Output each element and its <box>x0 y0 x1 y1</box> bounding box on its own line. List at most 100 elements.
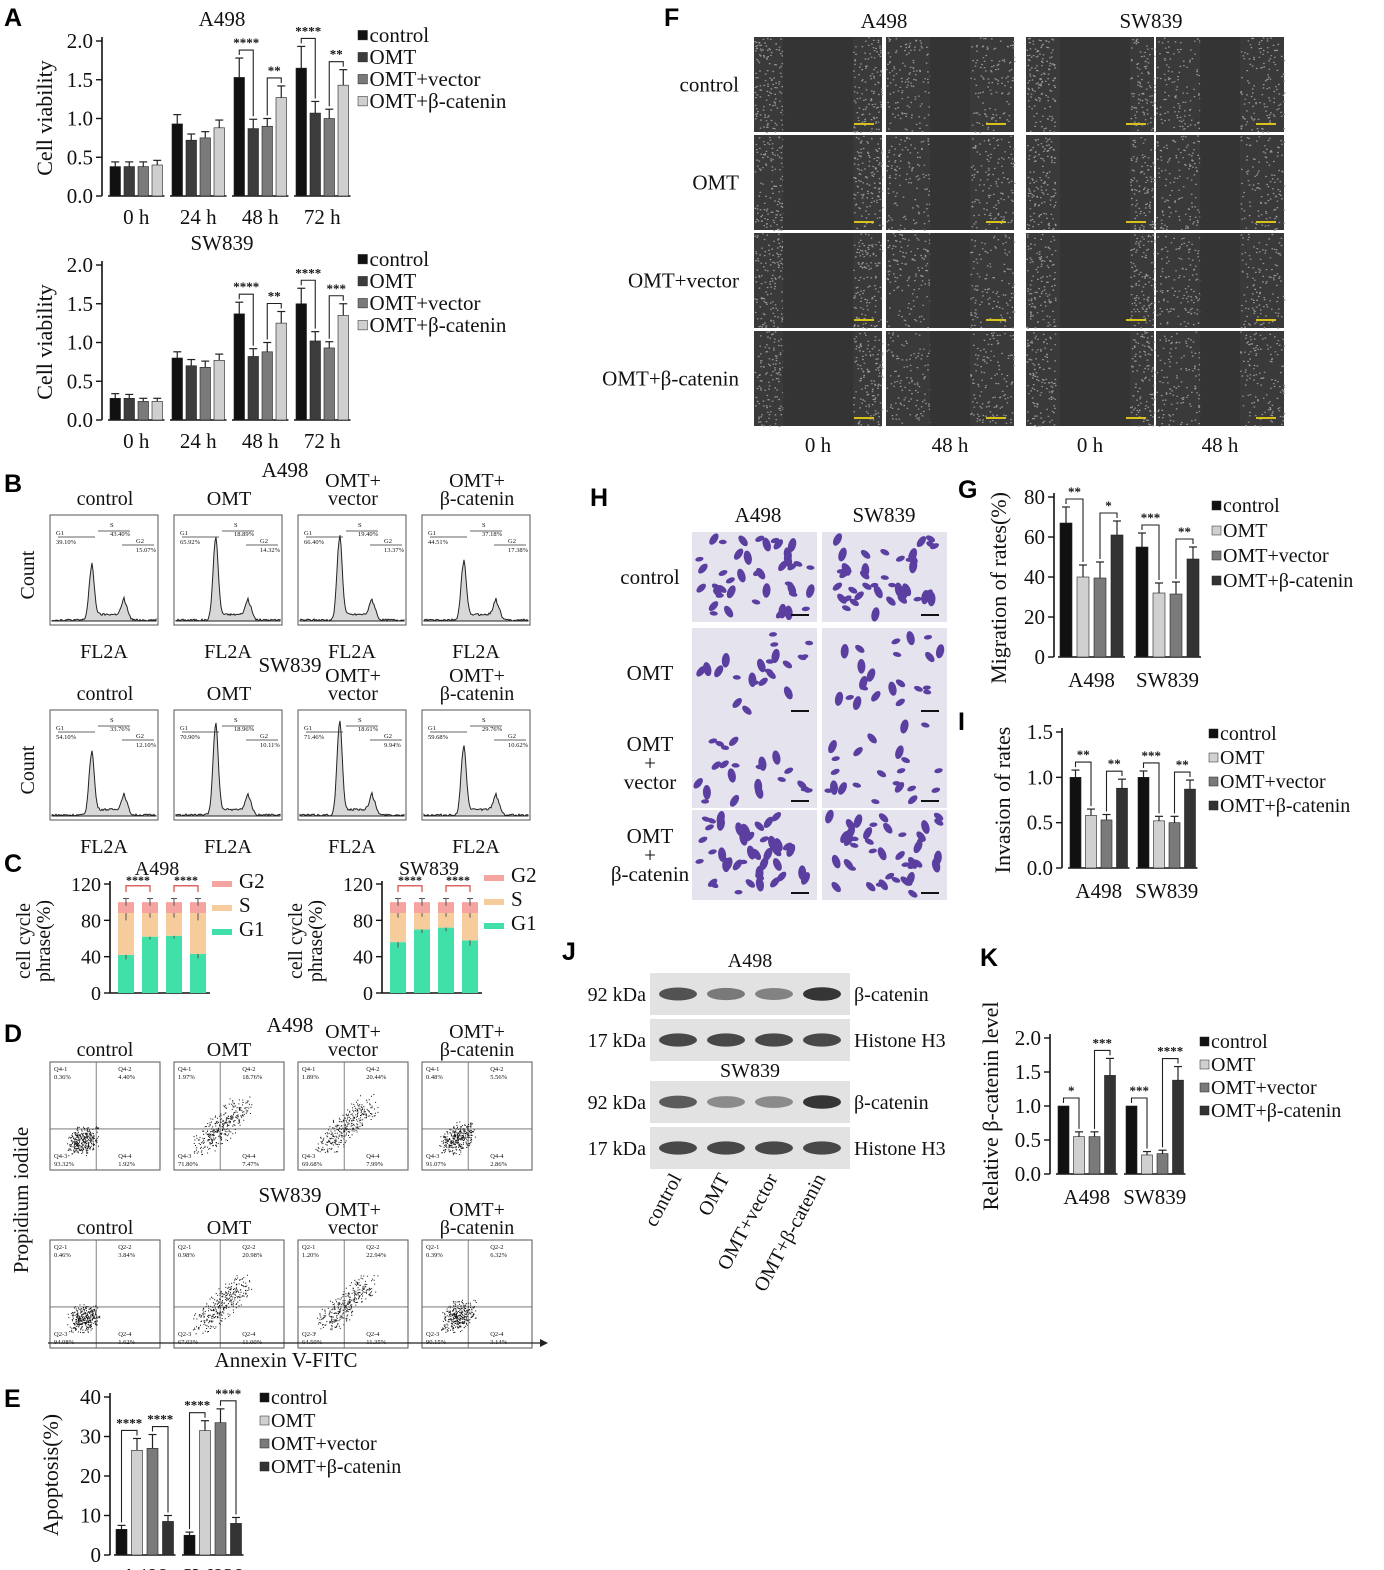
x-category-label: A498 <box>121 1564 168 1570</box>
wound-gap <box>1060 37 1130 132</box>
histogram-header: vector <box>328 683 378 705</box>
x-category-label: 48 h <box>242 429 279 453</box>
y-tick-label: 1.0 <box>67 107 93 131</box>
legend-swatch <box>1208 728 1219 739</box>
legend-label: G2 <box>511 863 537 887</box>
blot-band <box>803 987 841 1001</box>
bar <box>151 164 163 197</box>
scatter-dots <box>193 1096 253 1156</box>
scatter-frame <box>49 1239 161 1349</box>
stacked-bar-segment <box>166 935 182 993</box>
count-axis-label: Count <box>17 745 39 794</box>
quadrant-value: 7.47% <box>242 1161 259 1168</box>
bar <box>309 112 321 197</box>
significance-label: **** <box>295 23 321 38</box>
significance-label: *** <box>1093 1035 1113 1050</box>
legend-swatch <box>1208 776 1219 787</box>
bar <box>213 360 225 421</box>
y-axis-label: Migration of rates(%) <box>986 492 1011 684</box>
block-title: A498 <box>262 458 309 482</box>
stacked-bar-segment <box>190 913 206 954</box>
significance-bracket <box>1074 761 1092 807</box>
y-tick-label: 80 <box>353 910 373 932</box>
scatter-header: OMT <box>207 1039 251 1061</box>
histogram-frame <box>49 514 159 626</box>
gate-label: S <box>358 717 362 724</box>
histogram-frame <box>297 514 407 626</box>
x-category-label: 48 h <box>242 205 279 229</box>
gate-label: G1 <box>180 725 188 732</box>
histogram-frame <box>173 514 283 626</box>
bar <box>233 77 245 197</box>
wound-gap <box>783 37 853 132</box>
significance-label: **** <box>233 279 259 294</box>
quadrant-label: Q4-2 <box>118 1066 131 1073</box>
gate-label: S <box>358 522 362 529</box>
bar <box>309 340 321 421</box>
y-tick-label: 40 <box>81 947 101 969</box>
blot-band <box>707 1096 745 1108</box>
x-axis-label: Annexin V-FITC <box>215 1348 358 1372</box>
significance-bracket <box>266 302 282 340</box>
y-tick-label: 0.0 <box>67 408 93 432</box>
panel-label-b: B <box>4 470 23 498</box>
lane-label: control <box>640 1170 686 1231</box>
panel-label-k: K <box>980 944 999 972</box>
y-tick-label: 1.5 <box>1027 720 1053 744</box>
x-category-label: A498 <box>1075 879 1122 903</box>
bar <box>1152 592 1166 658</box>
quadrant-value: 4.40% <box>118 1074 135 1081</box>
bar <box>137 401 149 421</box>
bar <box>151 401 163 421</box>
blot-band <box>707 1141 745 1155</box>
y-tick-label: 40 <box>353 947 373 969</box>
gate-value: 65.92% <box>180 539 201 546</box>
gate-value: 71.46% <box>304 734 325 741</box>
scatter-dots <box>439 1121 476 1156</box>
bar <box>185 365 197 421</box>
legend-swatch <box>212 881 232 887</box>
y-tick-label: 120 <box>343 874 373 896</box>
histogram-curve <box>299 720 405 817</box>
significance-bracket <box>1062 1097 1080 1129</box>
scatter-header: OMT+ <box>325 1021 381 1043</box>
legend-swatch <box>1208 752 1219 763</box>
y-axis-label: Relative β-catenin level <box>978 1001 1003 1210</box>
quadrant-label: Q4-1 <box>178 1066 191 1073</box>
quadrant-value: 1.97% <box>178 1074 195 1081</box>
stacked-bar-segment <box>414 913 430 930</box>
histogram-curve <box>51 750 157 817</box>
y-tick-label: 80 <box>1024 485 1045 509</box>
legend-swatch <box>259 1461 270 1472</box>
blot-band <box>803 1141 841 1155</box>
scatter-dots <box>315 1094 379 1153</box>
significance-label: *** <box>327 281 347 296</box>
panel-b-flow-histograms: A498 Count control G1 39.10% S 43.40% G2 15.07% F… <box>17 458 531 858</box>
y-tick-label: 2.0 <box>67 253 93 277</box>
kda-label: 17 kDa <box>588 1138 646 1160</box>
significance-bracket <box>1142 762 1160 814</box>
bar <box>123 166 135 197</box>
legend-swatch <box>357 74 368 85</box>
bar <box>1125 1105 1138 1175</box>
blot-band <box>659 987 697 1001</box>
histogram-xlabel: FL2A <box>452 836 500 858</box>
scatter-frame <box>421 1239 533 1349</box>
histogram-curve <box>175 722 281 818</box>
legend-label: control <box>271 1387 328 1409</box>
legend-label: OMT+vector <box>370 67 481 91</box>
column-title: SW839 <box>853 503 916 527</box>
gate-label: G1 <box>56 530 64 537</box>
x-category-label: 0 h <box>123 205 150 229</box>
x-category-label: SW839 <box>1136 668 1199 692</box>
significance-label: **** <box>126 873 150 887</box>
stacked-bar-segment <box>118 902 134 914</box>
significance-label: * <box>1068 1083 1075 1098</box>
blot-group-title: SW839 <box>720 1060 780 1082</box>
significance-bracket <box>1099 512 1118 559</box>
bar <box>123 398 135 421</box>
significance-bracket <box>125 885 151 892</box>
quadrant-label: Q2-3 <box>302 1331 315 1338</box>
wound-gap <box>1060 233 1130 328</box>
y-tick-label: 0.0 <box>1015 1162 1041 1186</box>
